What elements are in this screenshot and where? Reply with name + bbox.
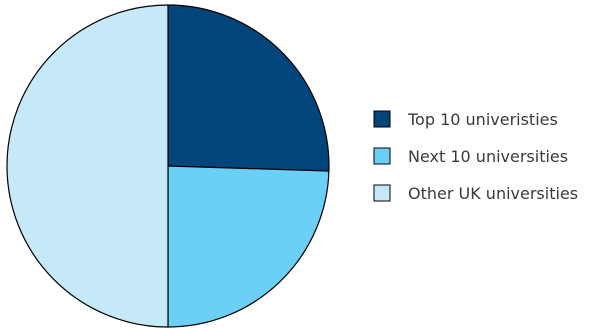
legend-swatch-next-10-universities bbox=[373, 147, 391, 165]
pie-slice-next-10-universities bbox=[167, 165, 330, 328]
legend-label-top-10-univeristies: Top 10 univeristies bbox=[407, 110, 558, 129]
legend-swatch-other-uk-universities bbox=[373, 184, 391, 202]
pie-slices bbox=[6, 4, 330, 328]
legend-label-next-10-universities: Next 10 universities bbox=[408, 147, 568, 166]
pie-slice-top-10-univeristies bbox=[167, 4, 330, 172]
pie-slice-other-uk-universities bbox=[6, 4, 169, 328]
legend: Top 10 univeristies Next 10 universities O… bbox=[373, 110, 578, 203]
legend-swatch-top-10-univeristies bbox=[373, 110, 391, 128]
legend-label-other-uk-universities: Other UK universities bbox=[408, 184, 578, 203]
